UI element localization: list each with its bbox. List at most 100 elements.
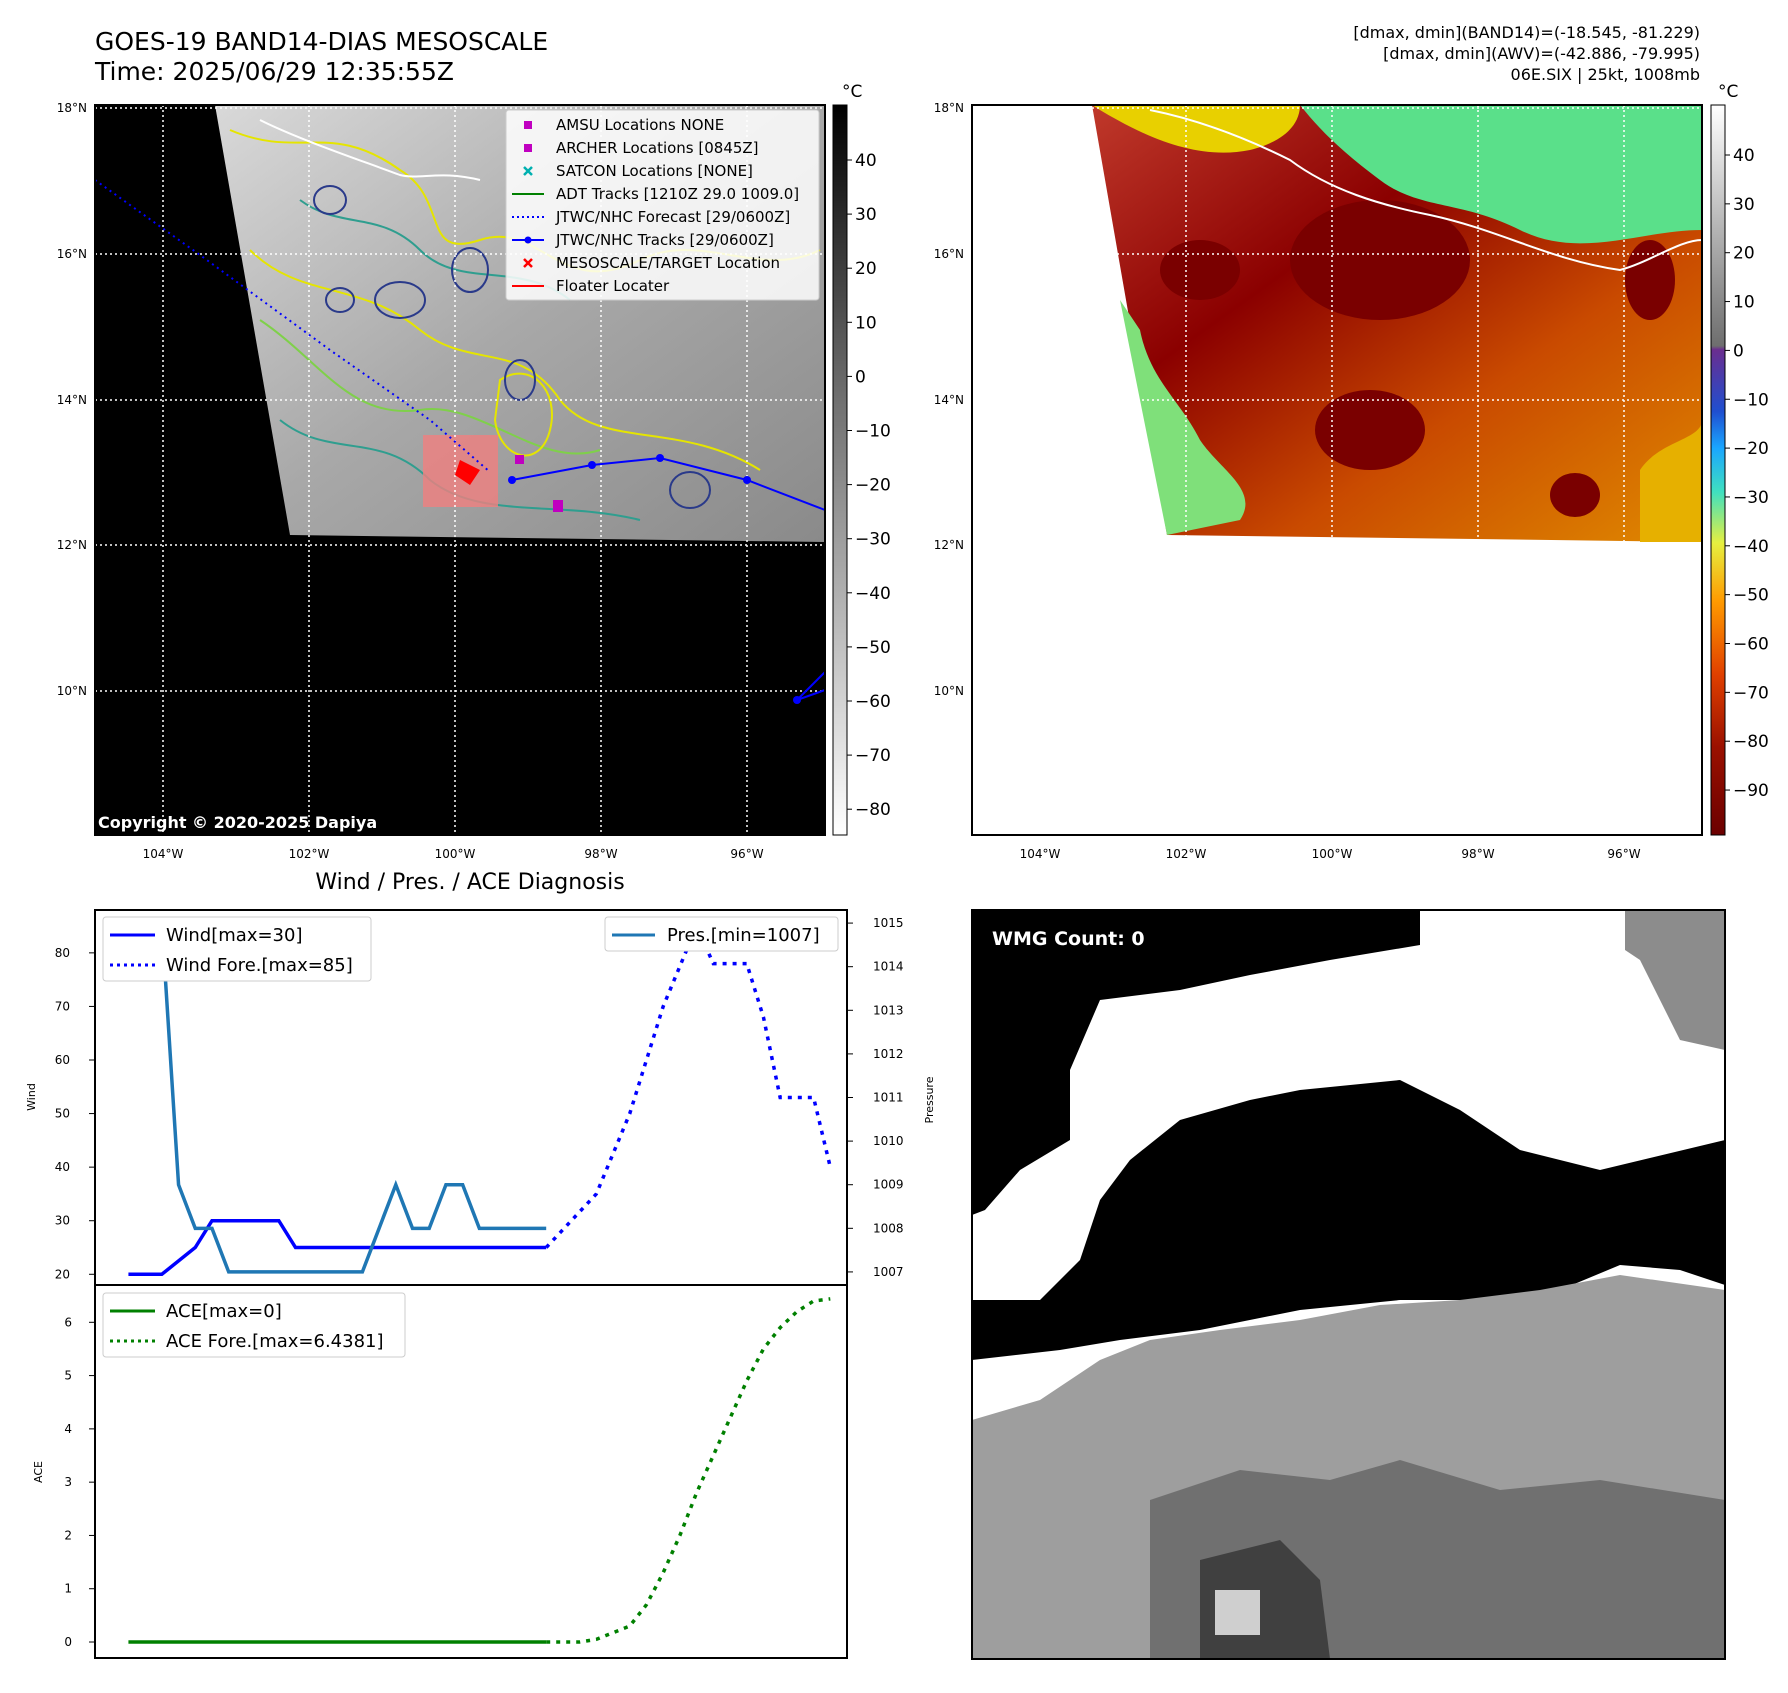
series-line bbox=[128, 1218, 547, 1277]
ir-map-legend: AMSU Locations NONE ARCHER Locations [084… bbox=[505, 109, 820, 301]
colorbar-tick-label: −40 bbox=[1733, 537, 1769, 557]
wmg-dark-band bbox=[972, 1080, 1725, 1360]
archer-marker-2 bbox=[553, 500, 563, 512]
ir-map-panel: AMSU Locations NONE ARCHER Locations [084… bbox=[57, 82, 891, 861]
lat-tick-label: 10°N bbox=[57, 684, 87, 698]
ir-observed-track bbox=[508, 454, 826, 704]
ace-tick-label: 3 bbox=[64, 1475, 72, 1489]
figure-title: GOES-19 BAND14-DIAS MESOSCALE bbox=[95, 27, 548, 56]
wind-tick-label: 80 bbox=[55, 946, 70, 960]
ace-tick-label: 1 bbox=[64, 1582, 72, 1596]
colorbar-tick-label: 0 bbox=[1733, 341, 1744, 361]
ace-tick-label: 4 bbox=[64, 1422, 72, 1436]
wmg-count-box bbox=[983, 922, 1163, 954]
pressure-tick-label: 1015 bbox=[873, 916, 904, 930]
colorbar-tick-label: 10 bbox=[855, 313, 877, 333]
lat-tick-label: 18°N bbox=[934, 101, 964, 115]
ace-tick-label: 5 bbox=[64, 1369, 72, 1383]
colorbar-tick-label: −90 bbox=[1733, 781, 1769, 801]
lon-tick-label: 104°W bbox=[1020, 847, 1061, 861]
legend-label: MESOSCALE/TARGET Location bbox=[556, 254, 780, 272]
colorbar-tick-label: 0 bbox=[855, 367, 866, 387]
ir-colorbar-unit: °C bbox=[842, 82, 862, 102]
legend-item: Floater Locater bbox=[512, 277, 670, 295]
colorbar-tick-label: −70 bbox=[855, 746, 891, 766]
pressure-tick-label: 1011 bbox=[873, 1091, 904, 1105]
legend-label-pressure: Pres.[min=1007] bbox=[667, 925, 820, 946]
lon-tick-label: 98°W bbox=[1461, 847, 1494, 861]
pressure-legend: Pres.[min=1007] bbox=[604, 916, 839, 952]
legend-label: ARCHER Locations [0845Z] bbox=[556, 139, 759, 157]
archer-marker bbox=[515, 455, 524, 464]
awv-colorbar bbox=[1710, 104, 1726, 836]
mesoscale-target-marker bbox=[455, 460, 480, 485]
pressure-tick-label: 1012 bbox=[873, 1047, 904, 1061]
wind-legend: Wind[max=30] Wind Fore.[max=85] bbox=[102, 916, 372, 982]
legend-label: Floater Locater bbox=[556, 277, 670, 295]
lat-tick-label: 12°N bbox=[934, 538, 964, 552]
colorbar-tick-label: −80 bbox=[1733, 732, 1769, 752]
awv-map-frame bbox=[971, 104, 1703, 836]
pressure-axis-label: Pressure bbox=[923, 1076, 936, 1123]
legend-label: JTWC/NHC Forecast [29/0600Z] bbox=[555, 208, 790, 226]
wind-axis-label: Wind bbox=[25, 1083, 38, 1111]
legend-label-wind-forecast: Wind Fore.[max=85] bbox=[166, 955, 353, 976]
legend-marker-dot bbox=[524, 236, 532, 244]
lon-tick-label: 102°W bbox=[289, 847, 330, 861]
colorbar-tick-label: −80 bbox=[855, 800, 891, 820]
diagnosis-title: Wind / Pres. / ACE Diagnosis bbox=[315, 870, 624, 895]
lat-tick-label: 18°N bbox=[57, 101, 87, 115]
wind-tick-label: 70 bbox=[55, 999, 70, 1013]
colorbar-tick-label: 30 bbox=[855, 205, 877, 225]
legend-marker-x bbox=[523, 258, 533, 268]
colorbar-tick-label: −60 bbox=[855, 692, 891, 712]
colorbar-tick-label: 40 bbox=[1733, 146, 1755, 166]
lon-tick-label: 96°W bbox=[730, 847, 763, 861]
colorbar-tick-label: −20 bbox=[855, 476, 891, 496]
ace-tick-label: 6 bbox=[64, 1315, 72, 1329]
legend-label-wind: Wind[max=30] bbox=[166, 925, 303, 946]
legend-item: AMSU Locations NONE bbox=[524, 116, 724, 134]
wmg-frame bbox=[971, 909, 1726, 1660]
awv-deep-convection bbox=[1160, 200, 1675, 517]
series-line bbox=[546, 1297, 831, 1644]
pressure-tick-label: 1014 bbox=[873, 960, 904, 974]
ace-tick-label: 2 bbox=[64, 1528, 72, 1542]
colorbar-tick-label: −60 bbox=[1733, 635, 1769, 655]
lon-tick-label: 98°W bbox=[584, 847, 617, 861]
legend-marker-square bbox=[524, 121, 532, 129]
wmg-count-label: WMG Count: 0 bbox=[992, 928, 1145, 950]
pressure-tick-label: 1013 bbox=[873, 1003, 904, 1017]
legend-item: JTWC/NHC Tracks [29/0600Z] bbox=[512, 231, 774, 249]
lon-tick-label: 100°W bbox=[435, 847, 476, 861]
wmg-gray-region-top bbox=[1625, 910, 1725, 1050]
awv-coastline bbox=[1149, 109, 1703, 272]
colorbar-tick-label: −30 bbox=[855, 530, 891, 550]
colorbar-tick-label: 10 bbox=[1733, 293, 1755, 313]
colorbar-tick-label: −50 bbox=[1733, 586, 1769, 606]
ace-legend: ACE[max=0] ACE Fore.[max=6.4381] bbox=[102, 1292, 406, 1358]
lat-tick-label: 10°N bbox=[934, 684, 964, 698]
legend-marker-x bbox=[523, 166, 533, 176]
figure-time: Time: 2025/06/29 12:35:55Z bbox=[94, 57, 454, 86]
colorbar-tick-label: −30 bbox=[1733, 488, 1769, 508]
awv-map-panel: °C 403020100−10−20−30−40−50−60−70−80−90 … bbox=[934, 82, 1769, 861]
colorbar-tick-label: 30 bbox=[1733, 195, 1755, 215]
awv-colorbar-unit: °C bbox=[1718, 82, 1738, 102]
legend-label: JTWC/NHC Tracks [29/0600Z] bbox=[555, 231, 774, 249]
legend-item: MESOSCALE/TARGET Location bbox=[523, 254, 780, 272]
ir-gridlines bbox=[95, 105, 825, 835]
lat-tick-label: 16°N bbox=[934, 247, 964, 261]
wmg-dark-region-top bbox=[972, 910, 1420, 1215]
wmg-light-patch bbox=[1215, 1590, 1260, 1635]
colorbar-tick-label: 20 bbox=[855, 259, 877, 279]
wind-tick-label: 30 bbox=[55, 1214, 70, 1228]
lat-tick-label: 14°N bbox=[934, 393, 964, 407]
lon-tick-label: 100°W bbox=[1312, 847, 1353, 861]
legend-item: ADT Tracks [1210Z 29.0 1009.0] bbox=[512, 185, 799, 203]
ir-coastline bbox=[259, 119, 481, 181]
info-line-1: [dmax, dmin](BAND14)=(-18.545, -81.229) bbox=[1353, 23, 1700, 42]
wind-tick-label: 20 bbox=[55, 1267, 70, 1281]
lon-tick-label: 96°W bbox=[1607, 847, 1640, 861]
lat-tick-label: 14°N bbox=[57, 393, 87, 407]
